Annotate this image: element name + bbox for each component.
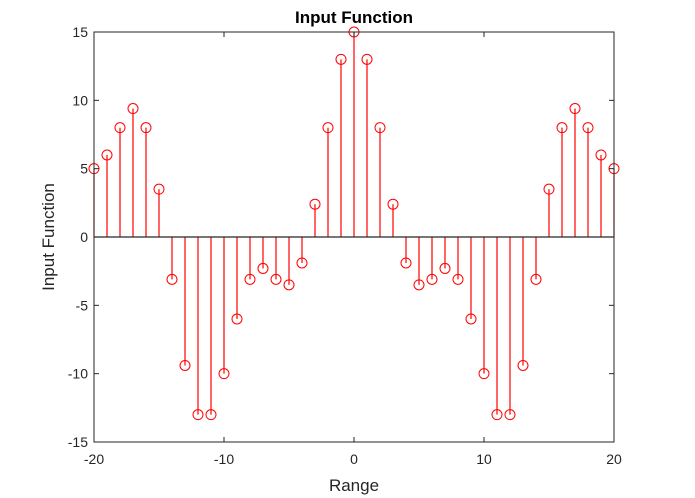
stem-marker	[530, 273, 542, 285]
stem-marker	[491, 409, 503, 421]
stem-marker	[101, 149, 113, 161]
stem-marker	[231, 313, 243, 325]
y-axis-label: Input Function	[39, 183, 58, 291]
y-tick-label: -10	[68, 366, 88, 382]
stem-marker	[335, 53, 347, 65]
stem-marker	[322, 122, 334, 134]
y-tick-label: -5	[76, 297, 89, 313]
stem-marker	[452, 273, 464, 285]
stem-marker	[478, 368, 490, 380]
x-tick-label: -10	[214, 451, 234, 467]
stem-marker	[595, 149, 607, 161]
y-tick-label: 15	[72, 24, 88, 40]
y-axis-ticks: -15 -10 -5 0 5 10 15	[68, 24, 614, 450]
y-tick-label: -15	[68, 434, 88, 450]
stem-marker	[400, 257, 412, 269]
stem-marker	[309, 198, 321, 210]
x-axis-ticks: -20 -10 0 10 20	[84, 32, 622, 467]
stem-marker	[127, 103, 139, 115]
stem-marker	[517, 359, 529, 371]
stem-marker	[465, 313, 477, 325]
stem-marker	[257, 262, 269, 274]
stem-marker	[114, 122, 126, 134]
stem-marker	[296, 257, 308, 269]
x-axis-label: Range	[329, 476, 379, 495]
stem-marker	[426, 273, 438, 285]
y-tick-label: 5	[80, 161, 88, 177]
y-tick-label: 10	[72, 92, 88, 108]
stem-marker	[413, 279, 425, 291]
stem-marker	[205, 409, 217, 421]
stem-marker	[244, 273, 256, 285]
stem-marker	[439, 262, 451, 274]
stem-marker	[361, 53, 373, 65]
stem-marker	[270, 273, 282, 285]
y-tick-label: 0	[80, 229, 88, 245]
stem-marker	[179, 359, 191, 371]
x-tick-label: 0	[350, 451, 358, 467]
stem-marker	[166, 273, 178, 285]
stem-marker	[556, 122, 568, 134]
stem-marker	[387, 198, 399, 210]
stem-marker	[543, 183, 555, 195]
stem-marker	[374, 122, 386, 134]
x-tick-label: -20	[84, 451, 104, 467]
stem-marker	[283, 279, 295, 291]
stem-series	[88, 26, 620, 421]
stem-marker	[140, 122, 152, 134]
stem-marker	[569, 103, 581, 115]
stem-marker	[153, 183, 165, 195]
x-tick-label: 10	[476, 451, 492, 467]
stem-marker	[218, 368, 230, 380]
chart-title: Input Function	[295, 8, 413, 27]
x-tick-label: 20	[606, 451, 622, 467]
stem-marker	[192, 409, 204, 421]
stem-marker	[582, 122, 594, 134]
stem-marker	[504, 409, 516, 421]
